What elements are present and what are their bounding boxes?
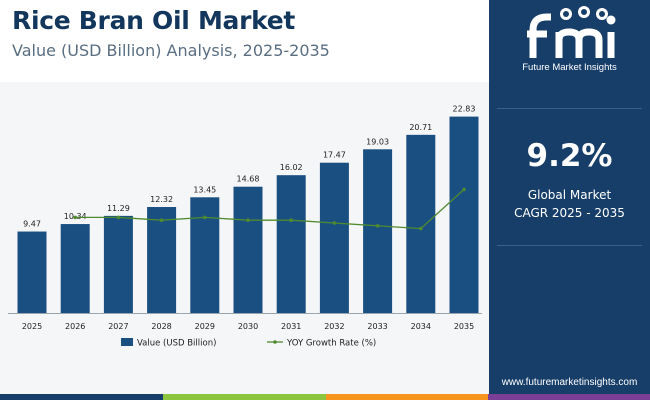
chart-area: 9.47202510.34202611.29202712.32202813.45… [8, 105, 482, 349]
legend-label-yoy: YOY Growth Rate (%) [286, 339, 376, 349]
x-tick-2028: 2028 [151, 322, 171, 331]
yoy-point-2026 [73, 215, 77, 220]
yoy-point-2031 [289, 218, 294, 222]
data-label-2031: 16.02 [280, 163, 303, 172]
x-tick-2026: 2026 [65, 322, 85, 331]
yoy-point-2033 [375, 224, 380, 228]
legend-label-value: Value (USD Billion) [137, 339, 216, 349]
yoy-point-2028 [159, 218, 164, 222]
sidebar: Future Market Insights 9.2% Global Marke… [489, 0, 650, 394]
bar-2035 [449, 116, 479, 313]
color-strip-4 [488, 394, 650, 400]
data-label-2035: 22.83 [453, 105, 476, 114]
brand-logo [527, 6, 616, 58]
cagr-label-line1: Global Market [527, 188, 612, 202]
data-label-2033: 19.03 [366, 137, 389, 146]
bar-2034 [406, 134, 436, 313]
yoy-point-2029 [203, 215, 207, 220]
cagr-value: 9.2% [526, 138, 613, 174]
chart-subtitle: Value (USD Billion) Analysis, 2025-2035 [12, 41, 330, 60]
bar-2031 [276, 175, 306, 313]
data-label-2032: 17.47 [323, 151, 346, 160]
bar-2033 [363, 149, 393, 313]
data-label-2034: 20.71 [409, 123, 432, 132]
data-label-2030: 14.68 [237, 175, 260, 184]
data-label-2025: 9.47 [23, 220, 41, 229]
sidebar-divider-top [497, 108, 642, 109]
chart-panel: 9.47202510.34202611.29202712.32202813.45… [0, 82, 489, 394]
x-tick-2025: 2025 [22, 322, 42, 331]
yoy-point-2035 [462, 187, 466, 192]
bar-2025 [17, 231, 47, 313]
website-link[interactable]: www.futuremarketinsights.com [501, 377, 638, 388]
brand-name: Future Market Insights [522, 62, 617, 73]
color-strip-1 [0, 394, 163, 400]
x-tick-2027: 2027 [108, 322, 128, 331]
bar-2029 [190, 197, 220, 313]
chart-title: Rice Bran Oil Market [12, 6, 296, 35]
x-tick-2032: 2032 [324, 322, 344, 331]
legend-swatch-value [121, 338, 133, 346]
legend-marker-yoy [273, 340, 277, 344]
x-tick-2033: 2033 [367, 322, 387, 331]
yoy-growth-line [75, 188, 465, 230]
yoy-point-2030 [246, 218, 250, 222]
data-label-2029: 13.45 [193, 185, 216, 194]
yoy-point-2027 [116, 215, 121, 220]
x-tick-2031: 2031 [281, 322, 301, 331]
color-strip-3 [326, 394, 488, 400]
bar-2026 [60, 224, 90, 313]
cagr-label-line2: CAGR 2025 - 2035 [514, 206, 625, 220]
bar-2028 [147, 207, 177, 313]
bar-2032 [319, 162, 349, 313]
color-strip-2 [163, 394, 326, 400]
x-tick-2034: 2034 [411, 322, 431, 331]
yoy-point-2034 [419, 226, 423, 231]
bar-2030 [233, 186, 263, 313]
sidebar-divider-bottom [497, 245, 642, 246]
bar-2027 [103, 215, 133, 313]
data-label-2027: 11.29 [107, 204, 130, 213]
x-tick-2029: 2029 [195, 322, 215, 331]
data-label-2028: 12.32 [150, 195, 173, 204]
yoy-point-2032 [332, 221, 337, 225]
x-tick-2035: 2035 [454, 322, 474, 331]
x-tick-2030: 2030 [238, 322, 258, 331]
